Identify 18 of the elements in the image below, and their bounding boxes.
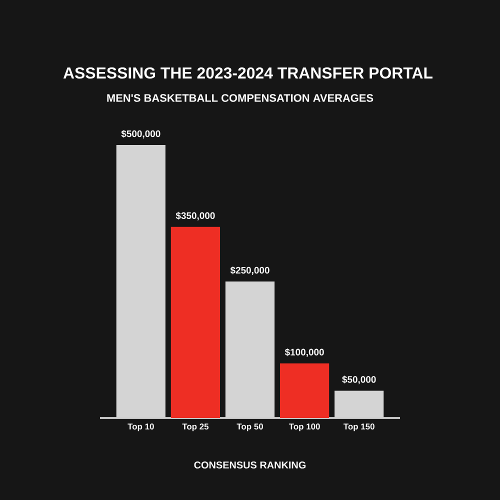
x-axis-title: CONSENSUS RANKING (194, 461, 306, 469)
chart-title: ASSESSING THE 2023-2024 TRANSFER PORTAL (63, 67, 432, 79)
data-label: $100,000 (284, 348, 324, 357)
x-tick-label: Top 25 (182, 424, 209, 432)
data-label: $350,000 (176, 212, 215, 220)
x-tick-label: Top 100 (288, 424, 320, 432)
data-label: $50,000 (342, 376, 376, 384)
bar (116, 144, 166, 418)
data-label: $250,000 (230, 266, 270, 275)
x-tick-label: Top 50 (236, 424, 263, 432)
bar (280, 363, 330, 418)
bar (334, 390, 384, 418)
x-tick-label: Top 10 (128, 424, 154, 432)
chart-subtitle: MEN'S BASKETBALL COMPENSATION AVERAGES (107, 94, 374, 102)
bar (170, 226, 220, 418)
data-label: $500,000 (121, 130, 160, 138)
bar (225, 282, 275, 418)
x-tick-label: Top 150 (344, 424, 374, 432)
